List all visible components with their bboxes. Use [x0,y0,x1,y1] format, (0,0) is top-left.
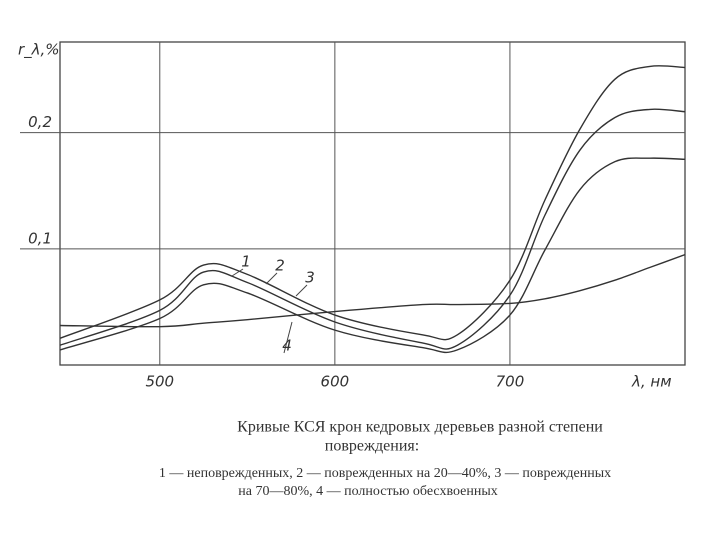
x-tick-label: 600 [321,373,350,391]
caption: 1 — неповрежденных, 2 — поврежденных на … [159,466,611,481]
curve-label: 1 [241,253,251,271]
caption: повреждения: [325,438,419,455]
label-leader [295,284,308,297]
label-leader [231,268,244,277]
data-line [59,65,686,341]
y-tick-label: 0,1 [28,229,52,247]
y-axis-label: r_λ,% [18,41,60,60]
data-line [59,157,686,354]
x-axis-label: λ, нм [631,373,672,391]
curve-label: 2 [275,257,285,275]
curve-label: 4 [282,337,292,355]
label-leader [283,321,293,354]
x-tick-label: 500 [145,373,174,391]
data-line [59,253,686,328]
label-leader [265,272,278,285]
plot-frame [59,41,686,366]
curve-label: 3 [305,269,315,287]
x-tick-label: 700 [496,373,525,391]
data-line [59,108,686,350]
caption: на 70—80%, 4 — полностью обесхвоенных [238,484,498,499]
y-tick-label: 0,2 [28,113,52,131]
caption: Кривые КСЯ крон кедровых деревьев разной… [237,419,603,436]
